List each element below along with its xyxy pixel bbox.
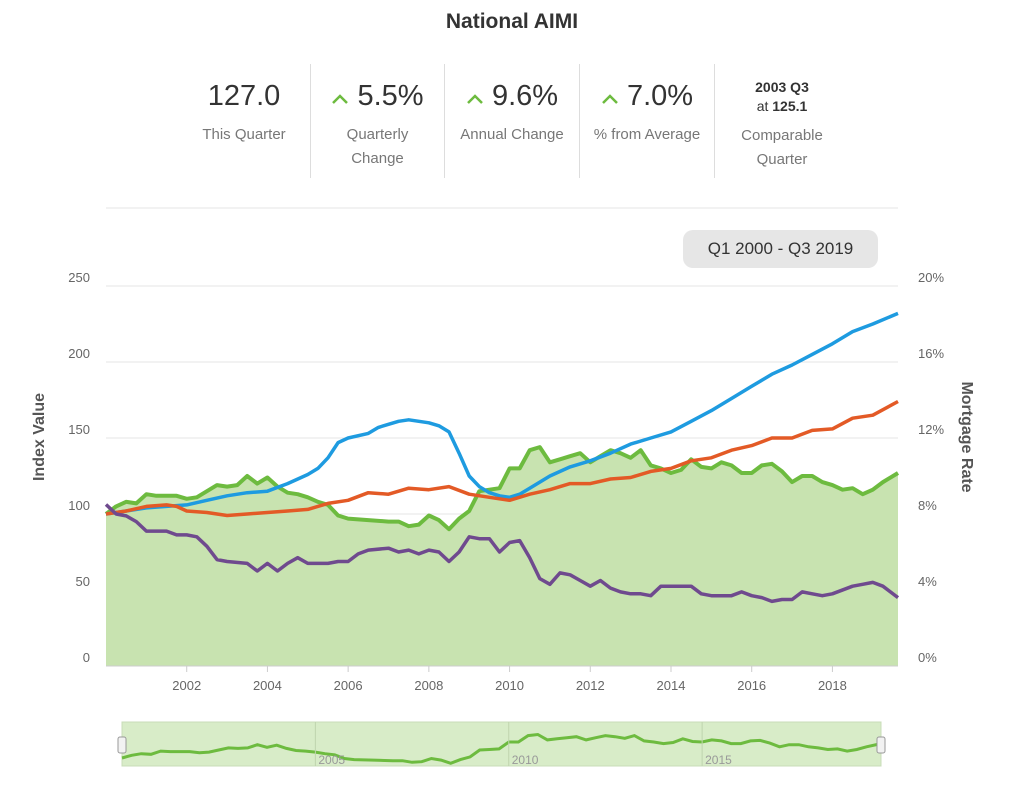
y-right-tick-label: 20% xyxy=(918,270,944,285)
comparable-at: at xyxy=(756,98,769,114)
stat-from-average: 7.0% % from Average xyxy=(580,64,714,178)
navigator-label: 2005 xyxy=(318,753,345,767)
stat-value: 9.6% xyxy=(491,80,559,112)
y-left-ticks: 0 50 100 150 200 250 xyxy=(68,270,90,665)
x-tick-label: 2016 xyxy=(737,678,766,693)
date-range-button[interactable]: Q1 2000 - Q3 2019 xyxy=(683,230,878,268)
x-tick-label: 2012 xyxy=(576,678,605,693)
navigator-handle-right[interactable] xyxy=(876,736,886,754)
y-right-tick-label: 4% xyxy=(918,574,937,589)
y-left-tick-label: 150 xyxy=(68,422,90,437)
series-line-2[interactable] xyxy=(105,399,899,518)
x-axis-ticks: 2002 2004 2006 2008 2010 2012 2014 2016 2018 xyxy=(106,665,898,693)
series-line-3[interactable] xyxy=(104,503,900,604)
y-left-tick-label: 200 xyxy=(68,346,90,361)
up-arrow-icon xyxy=(601,80,619,113)
y-left-tick-label: 100 xyxy=(68,498,90,513)
y-right-ticks: 0% 4% 8% 12% 16% 20% xyxy=(918,270,944,665)
stat-this-quarter: 127.0 This Quarter xyxy=(178,64,310,178)
series-line-0[interactable] xyxy=(104,445,900,532)
navigator-label: 2010 xyxy=(512,753,539,767)
stat-quarterly-change: 5.5% Quarterly Change xyxy=(311,64,444,178)
stat-divider xyxy=(714,64,715,178)
x-tick-label: 2018 xyxy=(818,678,847,693)
stat-label: Annual Change xyxy=(460,126,564,143)
range-navigator[interactable]: 2005 2010 2015 xyxy=(117,721,886,767)
stat-label: This Quarter xyxy=(202,126,286,143)
series-layer xyxy=(104,311,900,666)
up-arrow-icon xyxy=(466,80,484,113)
y-right-axis-title: Mortgage Rate xyxy=(958,381,975,492)
stat-divider xyxy=(444,64,445,178)
stat-value: 5.5% xyxy=(357,80,424,112)
navigator-handle-left[interactable] xyxy=(117,736,127,754)
stat-annual-change: 9.6% Annual Change xyxy=(445,64,579,178)
x-tick-label: 2002 xyxy=(172,678,201,693)
stat-label: Quarterly Change xyxy=(346,126,409,167)
y-right-tick-label: 0% xyxy=(918,650,937,665)
navigator-label: 2015 xyxy=(705,753,732,767)
x-tick-label: 2006 xyxy=(334,678,363,693)
comparable-value: 125.1 xyxy=(772,98,808,114)
y-left-tick-label: 0 xyxy=(83,650,90,665)
stat-divider xyxy=(310,64,311,178)
stat-value: 127.0 xyxy=(207,80,281,112)
x-tick-label: 2014 xyxy=(657,678,686,693)
x-tick-label: 2008 xyxy=(414,678,443,693)
y-left-axis-title: Index Value xyxy=(31,393,48,481)
series-line-1[interactable] xyxy=(105,311,899,516)
x-tick-label: 2010 xyxy=(495,678,524,693)
stat-label: % from Average xyxy=(593,126,701,143)
up-arrow-icon xyxy=(331,80,349,113)
navigator-window[interactable] xyxy=(121,721,882,767)
stat-label: Comparable Quarter xyxy=(741,127,823,168)
series-area-aimi xyxy=(106,447,898,666)
y-left-tick-label: 250 xyxy=(68,270,90,285)
y-right-tick-label: 12% xyxy=(918,422,944,437)
stat-divider xyxy=(579,64,580,178)
y-right-tick-label: 16% xyxy=(918,346,944,361)
x-tick-label: 2004 xyxy=(253,678,282,693)
comparable-period: 2003 Q3 xyxy=(755,79,809,95)
y-left-tick-label: 50 xyxy=(76,574,90,589)
stat-comparable-quarter: 2003 Q3 at 125.1 Comparable Quarter xyxy=(715,64,849,178)
chart-title: National AIMI xyxy=(445,10,579,33)
y-right-tick-label: 8% xyxy=(918,498,937,513)
stat-value: 7.0% xyxy=(626,80,694,112)
